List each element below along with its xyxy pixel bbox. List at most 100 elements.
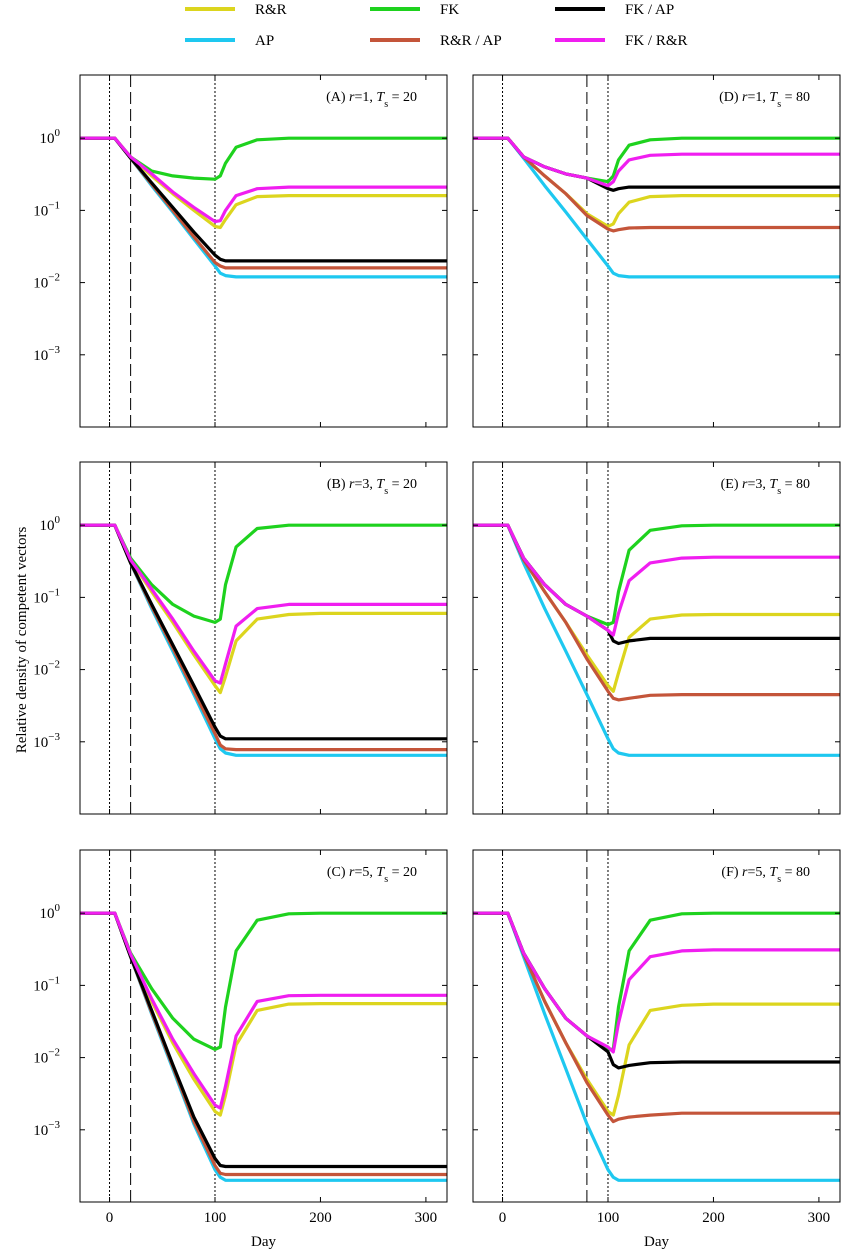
y-tick-label: 10−2 xyxy=(33,1047,60,1067)
series-line xyxy=(473,911,840,1117)
y-tick-exponent: −2 xyxy=(48,272,60,284)
y-tick-base: 10 xyxy=(40,906,55,922)
panel-title-part: s xyxy=(384,874,388,885)
panel-title: (A) r=1, Ts = 20 xyxy=(326,90,417,110)
series-line xyxy=(80,911,447,1177)
panel-title-part: = 20 xyxy=(388,865,417,880)
panel-title-part: (F) xyxy=(721,865,742,880)
axes-frame xyxy=(472,461,841,815)
y-tick-exponent: −1 xyxy=(48,199,60,211)
panel-title-part: (D) xyxy=(719,90,742,105)
y-tick-base: 10 xyxy=(33,735,48,751)
series-line xyxy=(80,523,447,752)
y-tick-exponent: 0 xyxy=(55,514,61,526)
panel-title-part: r xyxy=(349,477,355,492)
x-tick-label: 100 xyxy=(204,1210,227,1226)
panel-title-part: (C) xyxy=(327,865,349,880)
y-tick-label: 100 xyxy=(40,127,61,147)
series-line xyxy=(80,911,447,1182)
panel-title-part: = 80 xyxy=(781,90,810,105)
panel-title-part: r xyxy=(742,865,748,880)
legend-item: FK / R&R xyxy=(555,33,688,49)
series-line xyxy=(473,523,840,757)
x-tick-label: 300 xyxy=(415,1210,438,1226)
y-tick-base: 10 xyxy=(33,590,48,606)
panel-title-part: r xyxy=(349,865,355,880)
y-tick-base: 10 xyxy=(33,276,48,292)
panel: (E) r=3, Ts = 80 xyxy=(472,461,841,815)
series-line xyxy=(473,523,840,693)
series-line xyxy=(473,911,840,1124)
legend-label: R&R xyxy=(255,2,287,18)
y-tick-base: 10 xyxy=(33,348,48,364)
y-tick-exponent: −1 xyxy=(48,974,60,986)
series-line xyxy=(80,911,447,1169)
legend-label: FK xyxy=(440,2,459,18)
panel-title-part: T xyxy=(376,865,385,880)
y-tick-label: 10−3 xyxy=(33,1119,60,1139)
y-tick-label: 100 xyxy=(40,514,61,534)
series-line xyxy=(473,523,840,637)
panel-title-part: =1, xyxy=(747,90,769,105)
series-line xyxy=(473,911,840,1070)
y-tick-exponent: −1 xyxy=(48,586,60,598)
legend-item: AP xyxy=(185,33,274,49)
panel-title-part: (E) xyxy=(721,477,742,492)
y-tick-label: 10−2 xyxy=(33,272,60,292)
legend-item: R&R / AP xyxy=(370,33,502,49)
series-line xyxy=(80,523,447,741)
x-tick-label: 0 xyxy=(499,1210,507,1226)
y-tick-base: 10 xyxy=(33,1123,48,1139)
legend-label: R&R / AP xyxy=(440,33,502,49)
axes-frame xyxy=(79,461,448,815)
series-line xyxy=(80,911,447,1110)
series-line xyxy=(80,136,447,263)
series-line xyxy=(80,136,447,270)
y-tick-exponent: 0 xyxy=(55,127,61,139)
axes-frame xyxy=(472,74,841,428)
series-line xyxy=(80,523,447,757)
panel-title-part: r xyxy=(742,90,748,105)
panel-title: (F) r=5, Ts = 80 xyxy=(721,865,810,885)
series-line xyxy=(80,911,447,1117)
series-line xyxy=(80,911,447,1051)
panel-title-part: T xyxy=(769,477,778,492)
legend-item: FK / AP xyxy=(555,2,674,18)
x-tick-label: 200 xyxy=(702,1210,725,1226)
legend-label: AP xyxy=(255,33,274,49)
panel-title-part: (A) xyxy=(326,90,349,105)
series-line xyxy=(473,911,840,1182)
y-tick-base: 10 xyxy=(33,978,48,994)
series-line xyxy=(473,136,840,228)
x-tick-label: 300 xyxy=(808,1210,831,1226)
y-tick-label: 10−3 xyxy=(33,344,60,364)
panel-title: (C) r=5, Ts = 20 xyxy=(327,865,417,885)
y-tick-base: 10 xyxy=(33,203,48,219)
panel-title-part: s xyxy=(777,874,781,885)
panel: (D) r=1, Ts = 80 xyxy=(472,74,841,428)
axes-frame xyxy=(79,74,448,428)
panel-title-part: (B) xyxy=(327,477,349,492)
legend-label: FK / AP xyxy=(625,2,674,18)
y-tick-base: 10 xyxy=(40,518,55,534)
panel-title: (B) r=3, Ts = 20 xyxy=(327,477,417,497)
series-line xyxy=(473,136,840,188)
legend-item: R&R xyxy=(185,2,287,18)
panel-title-part: T xyxy=(769,90,778,105)
panel-title-part: =5, xyxy=(747,865,769,880)
y-tick-base: 10 xyxy=(33,1051,48,1067)
legend-item: FK xyxy=(370,2,459,18)
panel-title-part: = 80 xyxy=(781,865,810,880)
legend-label: FK / R&R xyxy=(625,33,688,49)
y-tick-base: 10 xyxy=(40,131,55,147)
panel-title-part: =3, xyxy=(747,477,769,492)
panel-title-part: T xyxy=(376,90,385,105)
y-tick-exponent: −2 xyxy=(48,659,60,671)
series-line xyxy=(80,523,447,685)
y-tick-exponent: −3 xyxy=(48,344,60,356)
series-line xyxy=(80,136,447,224)
panel-title-part: s xyxy=(384,99,388,110)
x-axis-label: Day xyxy=(251,1234,276,1250)
y-tick-exponent: 0 xyxy=(55,902,61,914)
